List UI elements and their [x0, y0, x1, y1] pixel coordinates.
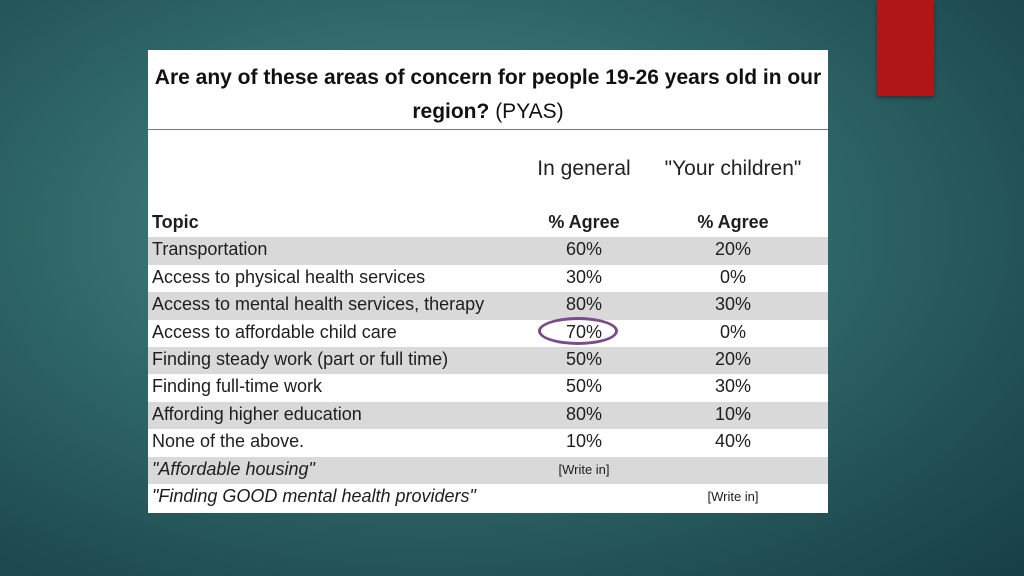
row-topic: Affording higher education — [152, 403, 362, 424]
row-topic: Access to affordable child care — [152, 321, 397, 342]
header-topic: Topic — [152, 212, 199, 232]
row-general-value: 50% — [565, 348, 603, 369]
row-topic: "Finding GOOD mental health providers" — [152, 485, 476, 506]
header-general-agree: % Agree — [548, 212, 620, 232]
row-general-value: 50% — [565, 376, 603, 397]
row-children-value: 0% — [719, 321, 746, 342]
table-row: Access to physical health services 30% 0… — [148, 265, 828, 292]
row-topic: Access to physical health services — [152, 266, 426, 287]
row-general-value: 10% — [565, 431, 603, 452]
row-general-value: 60% — [565, 239, 603, 260]
row-topic: Transportation — [152, 239, 268, 260]
table-row: Access to mental health services, therap… — [148, 292, 828, 320]
table-row: Finding steady work (part or full time) … — [148, 346, 828, 375]
row-general-value: 30% — [565, 266, 603, 287]
row-general-value: [Write in] — [558, 461, 610, 477]
header-children-agree: % Agree — [697, 212, 769, 232]
highlight-circle — [538, 316, 618, 345]
column-heading-general: In general — [537, 157, 631, 180]
survey-table-card: Are any of these areas of concern for pe… — [148, 50, 828, 513]
row-general-value: 70% — [565, 321, 603, 342]
table-row: Affording higher education 80% 10% — [148, 401, 828, 430]
column-group-headers: In general "Your children" — [148, 130, 828, 210]
row-topic: Finding full-time work — [152, 376, 323, 397]
row-children-value: 20% — [714, 348, 752, 369]
table-row: None of the above. 10% 40% — [148, 429, 828, 456]
table-header-row: Topic % Agree % Agree — [148, 210, 828, 237]
table-row: "Finding GOOD mental health providers" [… — [148, 484, 828, 511]
accent-tab — [877, 0, 934, 96]
row-general-value: 80% — [565, 403, 603, 424]
row-children-value: 30% — [714, 376, 752, 397]
row-children-value: 10% — [714, 403, 752, 424]
row-children-value: 20% — [714, 239, 752, 260]
table-row: Transportation 60% 20% — [148, 237, 828, 265]
title-question: Are any of these areas of concern for pe… — [154, 66, 822, 123]
column-heading-children: "Your children" — [664, 157, 802, 180]
row-children-value: [Write in] — [707, 488, 759, 504]
row-children-value: 0% — [719, 266, 746, 287]
table-row: "Affordable housing" [Write in] — [148, 456, 828, 484]
page-title: Are any of these areas of concern for pe… — [148, 50, 828, 130]
title-source: (PYAS) — [495, 100, 564, 123]
table-row: Finding full-time work 50% 30% — [148, 374, 828, 401]
row-children-value: 30% — [714, 294, 752, 315]
row-general-value: 80% — [565, 294, 603, 315]
row-topic: Access to mental health services, therap… — [152, 294, 485, 315]
row-topic: Finding steady work (part or full time) — [152, 348, 449, 369]
row-children-value: 40% — [714, 431, 752, 452]
row-topic: None of the above. — [152, 431, 305, 452]
row-topic: "Affordable housing" — [152, 458, 315, 479]
table-row: Access to affordable child care 70% 0% — [148, 316, 828, 347]
